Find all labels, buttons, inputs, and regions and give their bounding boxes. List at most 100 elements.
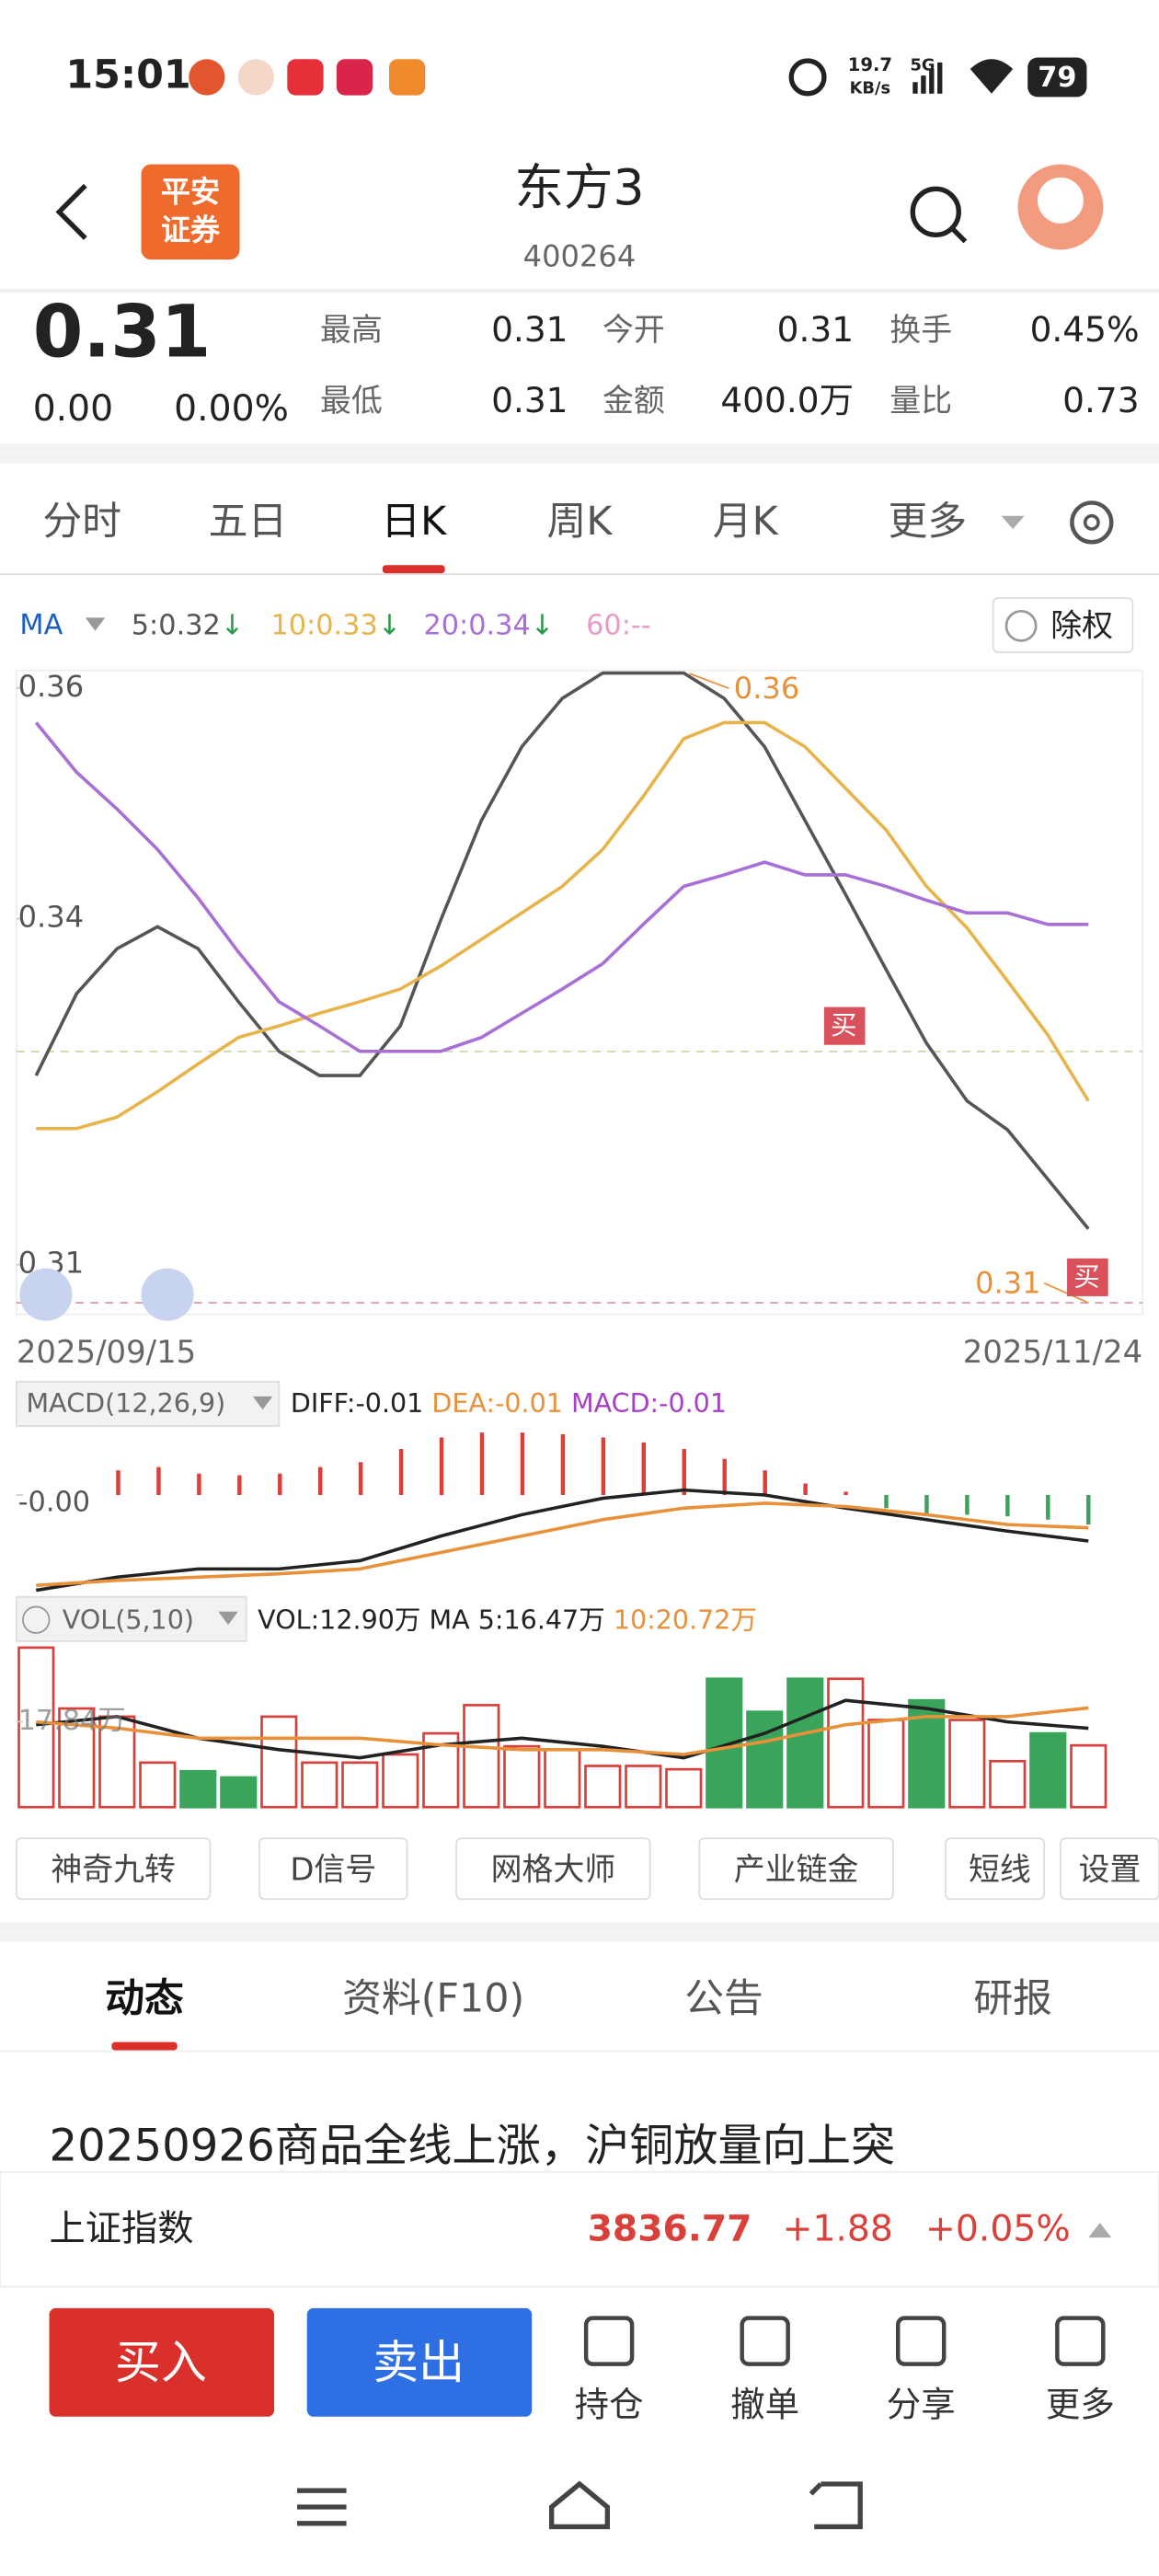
period-tab[interactable]: 月K	[713, 499, 779, 545]
vol-legend: VOL:12.90万 MA 5:16.47万 10:20.72万	[258, 1604, 757, 1635]
buy-button[interactable]	[49, 2307, 275, 2417]
low-pointer	[1043, 1282, 1089, 1304]
settings-button[interactable]	[1070, 500, 1114, 545]
stat-label: 金额	[602, 383, 665, 419]
kline-frame	[15, 669, 1144, 1316]
macd-selector[interactable]	[15, 1380, 281, 1427]
sell-button[interactable]	[306, 2307, 533, 2417]
vol-ma10: 10:20.72万	[614, 1604, 757, 1635]
period-tab[interactable]: 五日	[209, 499, 288, 545]
nav-menu[interactable]	[297, 2488, 347, 2526]
line-series	[36, 720, 1090, 1131]
ma-legend-arrow: ↓	[221, 609, 244, 641]
period-tab[interactable]: 分时	[42, 499, 121, 545]
volume-bar	[827, 1677, 865, 1809]
back-button[interactable]	[55, 183, 87, 240]
divider	[0, 2050, 1159, 2053]
stat-label: 最低	[320, 383, 383, 419]
volume-bar	[220, 1776, 258, 1809]
volume-bar	[544, 1748, 581, 1809]
tab-indicator	[111, 2041, 178, 2051]
broker-logo	[141, 164, 240, 260]
tool-label: 短线	[969, 1851, 1031, 1887]
search-button[interactable]	[910, 186, 968, 244]
stat-value: 0.45%	[1030, 309, 1140, 350]
expand-arrow[interactable]	[1088, 2223, 1112, 2238]
index-bar[interactable]	[0, 2170, 1159, 2288]
battery	[1027, 57, 1087, 98]
vol-selector[interactable]	[15, 1595, 247, 1642]
tool-label: D信号	[290, 1851, 376, 1887]
fullscreen-button[interactable]	[141, 1268, 194, 1321]
content-tab[interactable]: 公告	[684, 1975, 763, 2021]
macd-label: MACD(12,26,9)	[27, 1387, 226, 1419]
index-change: +1.88	[783, 2208, 893, 2249]
stat-label: 量比	[889, 383, 952, 419]
expand-button[interactable]	[19, 1268, 73, 1321]
index-name: 上证指数	[50, 2208, 194, 2249]
volume-bar	[260, 1715, 298, 1809]
volume-bar	[989, 1759, 1027, 1809]
start-date: 2025/09/15	[17, 1334, 196, 1370]
line-series	[36, 1501, 1089, 1587]
tool-label: 产业链金	[734, 1851, 859, 1887]
macd-dropdown	[252, 1396, 273, 1410]
net-unit: KB/s	[850, 78, 891, 98]
tool-button[interactable]	[258, 1837, 408, 1901]
ma-legend-item: 60:--	[586, 609, 651, 641]
volume-bar	[382, 1753, 419, 1809]
volume-bar	[463, 1704, 500, 1809]
news-headline[interactable]: 20250926商品全线上涨，沪铜放量向上突	[50, 2121, 896, 2172]
tool-label: 设置	[1079, 1851, 1142, 1887]
content-tab[interactable]: 动态	[105, 1975, 184, 2021]
ma-legend-value: 10:0.33	[270, 609, 377, 641]
battery-level: 79	[1038, 62, 1076, 94]
action-icon[interactable]	[583, 2316, 635, 2366]
stock-code: 400264	[523, 238, 637, 273]
tool-button[interactable]	[945, 1837, 1045, 1901]
nav-home[interactable]	[548, 2480, 611, 2530]
volume-bar	[179, 1769, 217, 1809]
index-change-pct: +0.05%	[925, 2208, 1071, 2249]
period-tab[interactable]: 周K	[547, 499, 614, 545]
stock-name: 东方3	[514, 158, 644, 216]
volume-bar	[503, 1744, 541, 1809]
action-icon[interactable]	[1055, 2316, 1106, 2366]
volume-bar	[625, 1765, 662, 1809]
dea-label: DEA:-0.01	[431, 1387, 562, 1419]
high-pointer	[689, 673, 729, 690]
ma-label: MA	[19, 609, 63, 641]
divider	[0, 289, 1159, 293]
macd-value-label: MACD:-0.01	[571, 1387, 727, 1419]
line-series	[34, 721, 1089, 1053]
tool-button[interactable]	[15, 1837, 212, 1901]
tool-button[interactable]	[1060, 1837, 1159, 1901]
volume-bar	[58, 1707, 96, 1809]
vol-value: VOL:12.90万	[258, 1604, 420, 1635]
line-series	[36, 1698, 1089, 1760]
divider	[0, 1922, 1159, 1942]
action-icon[interactable]	[740, 2316, 790, 2366]
volume-bar	[341, 1761, 379, 1809]
nav-back[interactable]	[809, 2481, 863, 2530]
period-tab[interactable]: 日K	[381, 499, 447, 545]
buy-marker	[823, 1006, 866, 1045]
period-tab[interactable]: 更多	[889, 499, 968, 545]
stat-label: 最高	[320, 312, 383, 348]
tool-button[interactable]	[698, 1837, 894, 1901]
volume-bar	[301, 1761, 339, 1809]
tool-button[interactable]	[455, 1837, 651, 1901]
end-date: 2025/11/24	[963, 1334, 1142, 1370]
ma-dropdown[interactable]	[85, 617, 106, 631]
content-tab[interactable]: 资料(F10)	[342, 1975, 524, 2021]
buy-marker	[1067, 1258, 1108, 1296]
info-icon	[22, 1605, 51, 1634]
action-icon[interactable]	[896, 2316, 947, 2366]
tool-label: 网格大师	[491, 1851, 616, 1887]
stat-value: 0.31	[777, 309, 854, 350]
more-arrow	[1001, 515, 1025, 529]
action-label: 持仓	[575, 2385, 644, 2425]
vol-label: VOL(5,10)	[63, 1604, 194, 1635]
content-tab[interactable]: 研报	[973, 1975, 1052, 2021]
